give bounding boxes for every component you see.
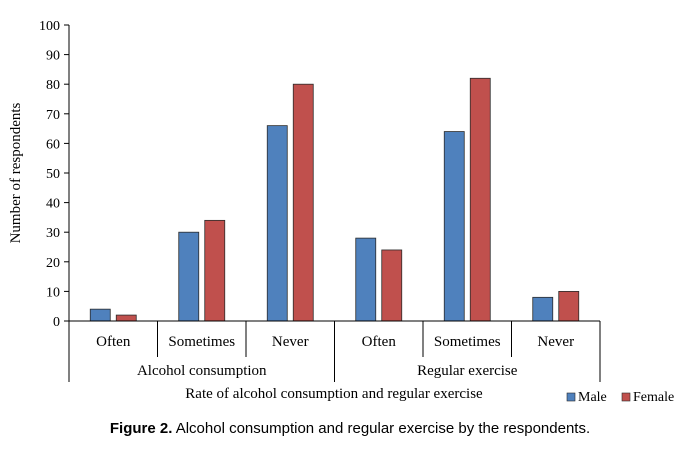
legend-label: Female	[633, 390, 674, 405]
group-label: Regular exercise	[417, 363, 518, 379]
y-tick-label: 90	[46, 49, 60, 64]
y-tick-label: 40	[46, 197, 60, 212]
bar-female-0	[115, 314, 137, 322]
category-label: Never	[272, 334, 309, 350]
category-label: Often	[362, 334, 397, 350]
bar-male-2	[266, 125, 288, 322]
y-tick-label: 100	[39, 19, 60, 34]
y-tick-label: 10	[46, 285, 60, 300]
bar-female-3	[381, 249, 403, 322]
legend-swatch	[621, 392, 631, 402]
bar-female-1	[204, 219, 226, 322]
caption-prefix: Figure 2.	[109, 420, 173, 437]
bar-female-4	[469, 77, 491, 322]
bar-female-5	[558, 290, 580, 322]
category-label: Often	[96, 334, 131, 350]
bar-female-2	[292, 83, 314, 322]
y-tick-label: 30	[46, 226, 60, 241]
category-label: Sometimes	[168, 334, 235, 350]
bar-male-0	[89, 308, 111, 322]
y-tick-label: 80	[46, 78, 60, 93]
legend-swatch	[566, 392, 576, 402]
bar-male-4	[443, 131, 465, 322]
y-tick-label: 50	[46, 167, 60, 182]
x-axis-title: Rate of alcohol consumption and regular …	[185, 386, 483, 402]
y-axis-title: Number of respondents	[8, 102, 24, 243]
legend: Male Female	[566, 390, 674, 405]
category-label: Never	[537, 334, 574, 350]
y-tick-label: 0	[53, 315, 60, 330]
y-tick-label: 20	[46, 256, 60, 271]
caption-text: Alcohol consumption and regular exercise…	[172, 420, 591, 437]
y-tick-label: 70	[46, 108, 60, 123]
y-axis: 0 10 20 30 40 50 60 70 80 90 100	[39, 19, 70, 330]
category-label: Sometimes	[434, 334, 501, 350]
bars	[89, 77, 580, 322]
group-label: Alcohol consumption	[137, 363, 267, 379]
bar-male-3	[355, 237, 377, 322]
bar-male-1	[178, 231, 200, 322]
x-axis: Often Sometimes Never Often Sometimes Never Al…	[68, 320, 601, 382]
bar-male-5	[532, 296, 554, 322]
legend-label: Male	[578, 390, 607, 405]
y-tick-label: 60	[46, 137, 60, 152]
figure-caption: Figure 2. Alcohol consumption and regula…	[0, 420, 700, 437]
